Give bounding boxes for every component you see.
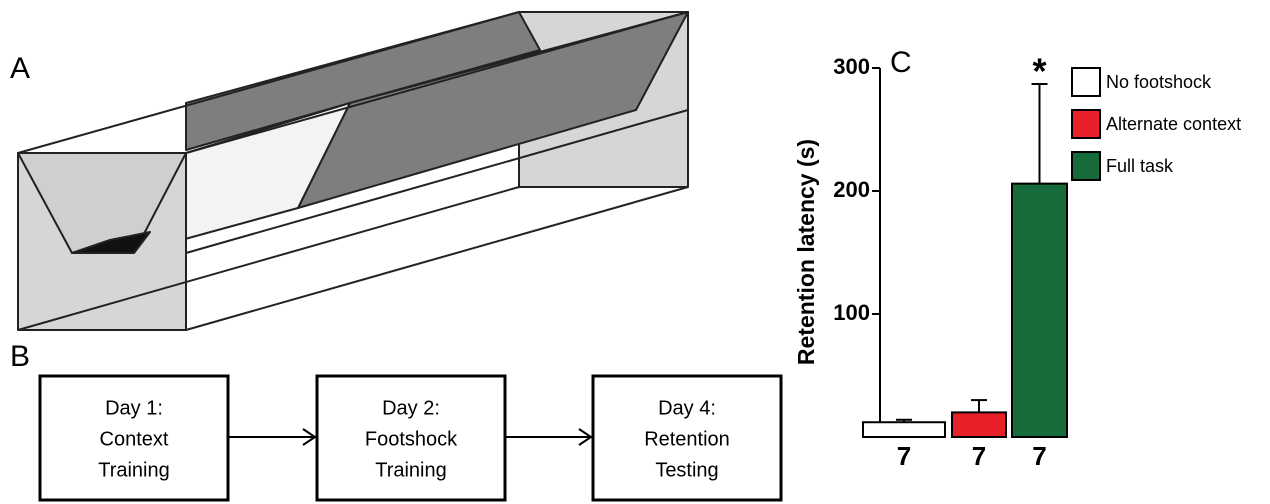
flow-text: Training bbox=[375, 459, 447, 481]
flow-text: Day 2: bbox=[382, 397, 440, 419]
edge bbox=[185, 109, 689, 254]
legend-swatch bbox=[1071, 151, 1101, 181]
apparatus bbox=[17, 11, 689, 331]
x-tick-label: 7 bbox=[1032, 441, 1046, 471]
arrow-head bbox=[302, 428, 317, 446]
flow-box bbox=[591, 374, 783, 502]
trough-floor bbox=[71, 231, 151, 254]
panel-label: A bbox=[10, 52, 30, 85]
edge bbox=[17, 186, 520, 331]
legend-label: Alternate context bbox=[1106, 114, 1241, 134]
flow-box bbox=[315, 374, 507, 502]
x-tick-label: 7 bbox=[897, 441, 911, 471]
flowchart: Day 1: Context Training Day 2: Footshock Trai… bbox=[38, 374, 783, 502]
flow-text: Context bbox=[100, 428, 169, 450]
flow-text: Training bbox=[98, 459, 170, 481]
panel-label: C bbox=[890, 46, 912, 79]
edge bbox=[185, 186, 689, 331]
arrow-head bbox=[578, 428, 593, 446]
legend-label: Full task bbox=[1106, 156, 1174, 176]
legend-swatch bbox=[1071, 109, 1101, 139]
flow-text: Day 1: bbox=[105, 397, 163, 419]
flow-text: Day 4: bbox=[658, 397, 716, 419]
flow-text: Testing bbox=[655, 459, 718, 481]
y-tick-label: 100 bbox=[833, 300, 870, 325]
y-tick-label: 200 bbox=[833, 177, 870, 202]
flow-text: Footshock bbox=[365, 428, 458, 450]
legend-label: No footshock bbox=[1106, 72, 1212, 92]
legend-swatch bbox=[1071, 67, 1101, 97]
edge bbox=[17, 11, 520, 154]
flow-text: Retention bbox=[644, 428, 730, 450]
y-axis-label: Retention latency (s) bbox=[793, 139, 819, 365]
x-tick-label: 7 bbox=[972, 441, 986, 471]
y-tick-label: 300 bbox=[833, 54, 870, 79]
bar bbox=[862, 421, 946, 438]
annotation: * bbox=[1032, 51, 1046, 92]
panel-label: B bbox=[10, 340, 30, 373]
bar-chart: 100 200 300 Retention latency (s) 7 7 7 * No foo… bbox=[793, 51, 1241, 471]
bar bbox=[1011, 182, 1068, 438]
edge bbox=[185, 11, 689, 154]
bar bbox=[951, 411, 1007, 438]
